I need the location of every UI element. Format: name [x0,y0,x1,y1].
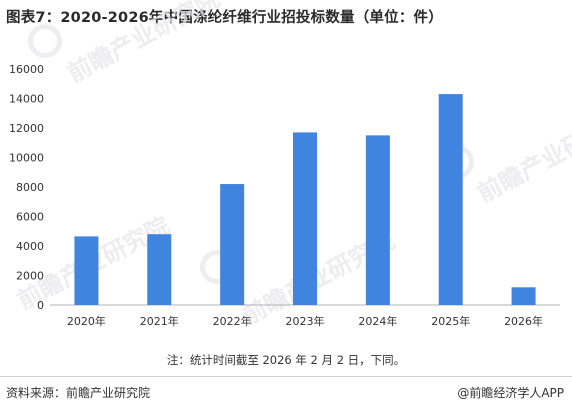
bar [74,236,99,305]
chart-note: 注：统计时间截至 2026 年 2 月 2 日，下同。 [166,353,406,367]
bar [511,287,536,305]
y-tick-label: 6000 [16,211,44,224]
y-tick-label: 12000 [9,122,44,135]
y-tick-label: 10000 [9,152,44,165]
y-tick-label: 2000 [16,270,44,283]
x-tick-label: 2024年 [358,314,397,328]
data-source: 资料来源：前瞻产业研究院 [6,386,151,400]
x-tick-label: 2022年 [213,314,252,328]
x-tick-label: 2025年 [431,314,470,328]
bar [293,132,317,305]
y-tick-label: 14000 [9,93,44,106]
y-tick-label: 16000 [9,63,44,76]
y-tick-label: 0 [37,299,44,312]
bar-chart: 0 2000 4000 6000 8000 10000 12000 14000 16000 202… [9,63,560,328]
bar [147,234,172,305]
brand-label: @前瞻经济学人APP [457,386,564,400]
x-tick-label: 2020年 [67,314,106,328]
bar [438,94,463,305]
chart-title: 图表7：2020-2026年中国涤纶纤维行业招投标数量（单位：件） [6,10,443,26]
x-tick-label: 2021年 [140,314,179,328]
y-tick-label: 4000 [16,240,44,253]
x-tick-label: 2023年 [286,314,325,328]
bar [220,184,245,305]
y-tick-label: 8000 [16,181,44,194]
bar [365,135,390,305]
footer-divider [0,376,572,377]
x-tick-label: 2026年 [504,314,543,328]
